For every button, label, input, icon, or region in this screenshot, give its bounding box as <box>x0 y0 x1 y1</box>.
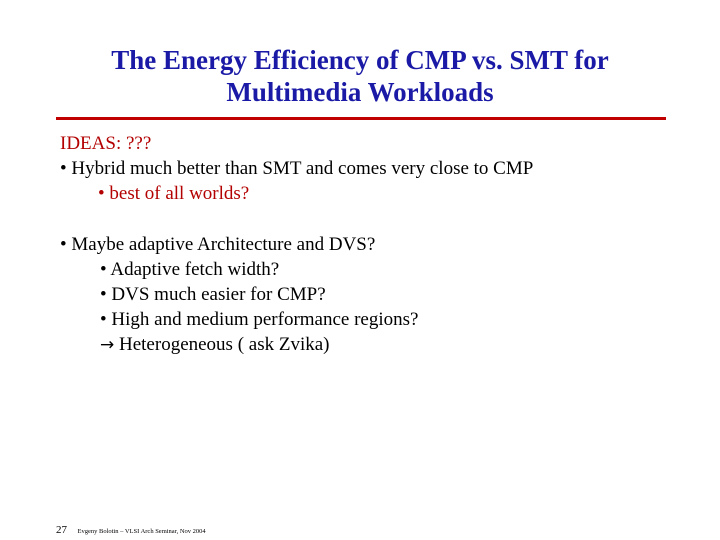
title-line-1: The Energy Efficiency of CMP vs. SMT for <box>111 45 609 75</box>
bullet-adaptive-architecture: • Maybe adaptive Architecture and DVS? <box>60 234 376 255</box>
bullet-hybrid: • Hybrid much better than SMT and comes … <box>60 158 534 179</box>
ideas-heading: IDEAS: ??? <box>60 133 152 154</box>
heterogeneous-text: Heterogeneous ( ask Zvika) <box>114 334 330 355</box>
sub-bullet-performance-regions: • High and medium performance regions? <box>100 309 419 330</box>
spacer <box>60 206 533 232</box>
title-line-2: Multimedia Workloads <box>226 77 494 107</box>
right-arrow-icon: → <box>100 335 115 355</box>
footer-credit: Evgeny Bolotin – VLSI Arch Seminar, Nov … <box>77 528 206 535</box>
sub-bullet-adaptive-fetch: • Adaptive fetch width? <box>100 259 280 280</box>
slide-content: IDEAS: ??? • Hybrid much better than SMT… <box>60 131 533 358</box>
slide-title: The Energy Efficiency of CMP vs. SMT for… <box>0 44 720 108</box>
heterogeneous-line: → Heterogeneous ( ask Zvika) <box>60 332 533 358</box>
page-number: 27 <box>56 524 67 536</box>
sub-bullet-dvs-cmp: • DVS much easier for CMP? <box>100 284 326 305</box>
title-divider <box>56 117 666 120</box>
sub-bullet-best-of-all-worlds: • best of all worlds? <box>98 183 250 204</box>
slide-footer: 27 Evgeny Bolotin – VLSI Arch Seminar, N… <box>56 524 206 538</box>
